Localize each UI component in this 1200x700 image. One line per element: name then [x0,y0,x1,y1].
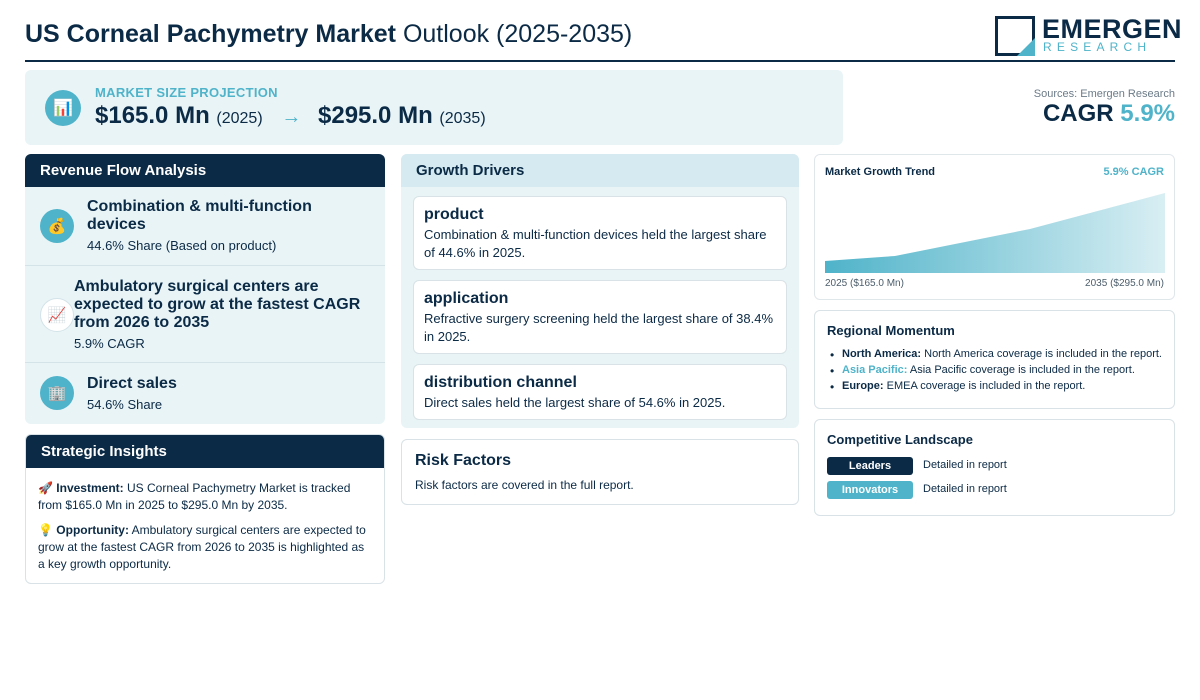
investment-label: Investment: [56,481,124,495]
driver-card-text: Refractive surgery screening held the la… [424,311,774,344]
competitive-row-text: Detailed in report [923,483,1007,495]
lightbulb-icon: 💡 [38,523,53,537]
opportunity-text: Ambulatory surgical centers are expected… [38,523,366,571]
revenue-item-text: Combination & multi-function devices 44.… [87,198,373,253]
money-bag-icon: 💰 [40,209,74,243]
competitive-row: Leaders Detailed in report [827,457,1162,475]
region-name: North America: [842,348,922,360]
projection-label: MARKET SIZE PROJECTION [95,85,278,100]
revenue-item-sub: 5.9% CAGR [74,336,145,351]
driver-card: application Refractive surgery screening… [413,280,787,354]
trend-start-label: 2025 ($165.0 Mn) [825,278,904,289]
competitive-landscape-panel: Competitive Landscape Leaders Detailed i… [814,419,1175,516]
cagr-label: CAGR [1042,100,1114,127]
region-text: EMEA coverage is included in the report. [886,380,1086,392]
trend-title: Market Growth Trend [825,166,936,178]
strategic-insights-panel: Strategic Insights 🚀 Investment: US Corn… [25,434,385,584]
region-name: Europe: [842,380,884,392]
driver-card-title: application [424,290,509,307]
trend-area [825,193,1165,273]
revenue-item-sub: 54.6% Share [87,397,163,412]
revenue-item-text: Ambulatory surgical centers are expected… [74,278,373,351]
sources-text: Sources: Emergen Research [1033,88,1175,100]
revenue-item: 🏢 Direct sales 54.6% Share [25,363,385,424]
list-item: North America: North America coverage is… [827,348,1162,362]
leaders-badge: Leaders [827,457,913,475]
end-value: $295.0 Mn [318,102,433,129]
page-title: US Corneal Pachymetry Market Outlook (20… [25,20,632,49]
page-header: US Corneal Pachymetry Market Outlook (20… [25,12,1182,62]
list-item: Asia Pacific: Asia Pacific coverage is i… [827,364,1162,378]
trend-area-chart [825,193,1165,273]
arrow-right-icon: → [281,106,302,128]
start-year: (2025) [216,110,263,127]
logo-subtitle: RESEARCH [1043,40,1152,54]
revenue-item: 💰 Combination & multi-function devices 4… [25,187,385,266]
investment-text: US Corneal Pachymetry Market is tracked … [38,481,351,512]
competitive-row-text: Detailed in report [923,459,1007,471]
revenue-item-title: Ambulatory surgical centers are expected… [74,278,361,331]
driver-card-text: Combination & multi-function devices hel… [424,227,767,260]
region-name: Asia Pacific: [842,364,908,376]
growth-drivers-title: Growth Drivers [401,154,799,187]
rocket-icon: 🚀 [38,481,53,495]
page-title-bold: US Corneal Pachymetry Market [25,20,396,48]
competitive-row: Innovators Detailed in report [827,481,1162,499]
logo-mark-icon [995,16,1035,56]
region-text: Asia Pacific coverage is included in the… [909,364,1135,376]
trend-cagr: 5.9% CAGR [1103,166,1164,178]
regional-momentum-title: Regional Momentum [827,323,955,338]
revenue-item: 📈 Ambulatory surgical centers are expect… [25,266,385,363]
logo-name: EMERGEN [1042,14,1183,44]
cagr-value: 5.9% [1120,100,1175,127]
risk-factors-panel: Risk Factors Risk factors are covered in… [401,439,799,505]
driver-card-title: product [424,206,484,223]
revenue-item-text: Direct sales 54.6% Share [87,375,373,412]
page-title-rest: Outlook (2025-2035) [402,20,633,48]
emergen-logo: EMERGEN RESEARCH [995,14,1182,56]
end-year: (2035) [439,110,486,127]
list-item: Europe: EMEA coverage is included in the… [827,380,1162,394]
driver-card-title: distribution channel [424,374,577,391]
market-growth-trend-panel: Market Growth Trend 5.9% CAGR 2025 ($165… [814,154,1175,300]
regional-momentum-panel: Regional Momentum North America: North A… [814,310,1175,409]
growth-drivers-panel: Growth Drivers product Combination & mul… [401,154,799,428]
trend-end-label: 2035 ($295.0 Mn) [1085,278,1164,289]
revenue-item-title: Direct sales [87,375,177,392]
investment-insight: 🚀 Investment: US Corneal Pachymetry Mark… [38,480,372,514]
trend-up-icon: 📈 [40,298,74,332]
revenue-flow-title: Revenue Flow Analysis [25,154,385,187]
regional-list: North America: North America coverage is… [827,348,1162,394]
strategic-insights-body: 🚀 Investment: US Corneal Pachymetry Mark… [26,468,384,573]
strategic-insights-title: Strategic Insights [26,435,384,468]
revenue-item-title: Combination & multi-function devices [87,198,312,233]
revenue-flow-panel: Revenue Flow Analysis 💰 Combination & mu… [25,154,385,424]
start-value: $165.0 Mn [95,102,210,129]
risk-factors-title: Risk Factors [415,452,512,469]
innovators-badge: Innovators [827,481,913,499]
cagr-headline: CAGR 5.9% [1043,100,1175,128]
competitive-landscape-title: Competitive Landscape [827,432,973,447]
building-icon: 🏢 [40,376,74,410]
risk-factors-text: Risk factors are covered in the full rep… [415,478,634,492]
projection-values: $165.0 Mn (2025) → $295.0 Mn (2035) [95,102,486,130]
driver-card-text: Direct sales held the largest share of 5… [424,395,726,410]
opportunity-insight: 💡 Opportunity: Ambulatory surgical cente… [38,522,372,573]
revenue-item-sub: 44.6% Share (Based on product) [87,238,277,253]
driver-card: distribution channel Direct sales held t… [413,364,787,420]
driver-card: product Combination & multi-function dev… [413,196,787,270]
opportunity-label: Opportunity: [56,523,129,537]
bar-chart-icon: 📊 [45,90,81,126]
region-text: North America coverage is included in th… [924,348,1162,360]
market-size-projection: 📊 MARKET SIZE PROJECTION $165.0 Mn (2025… [25,70,843,145]
